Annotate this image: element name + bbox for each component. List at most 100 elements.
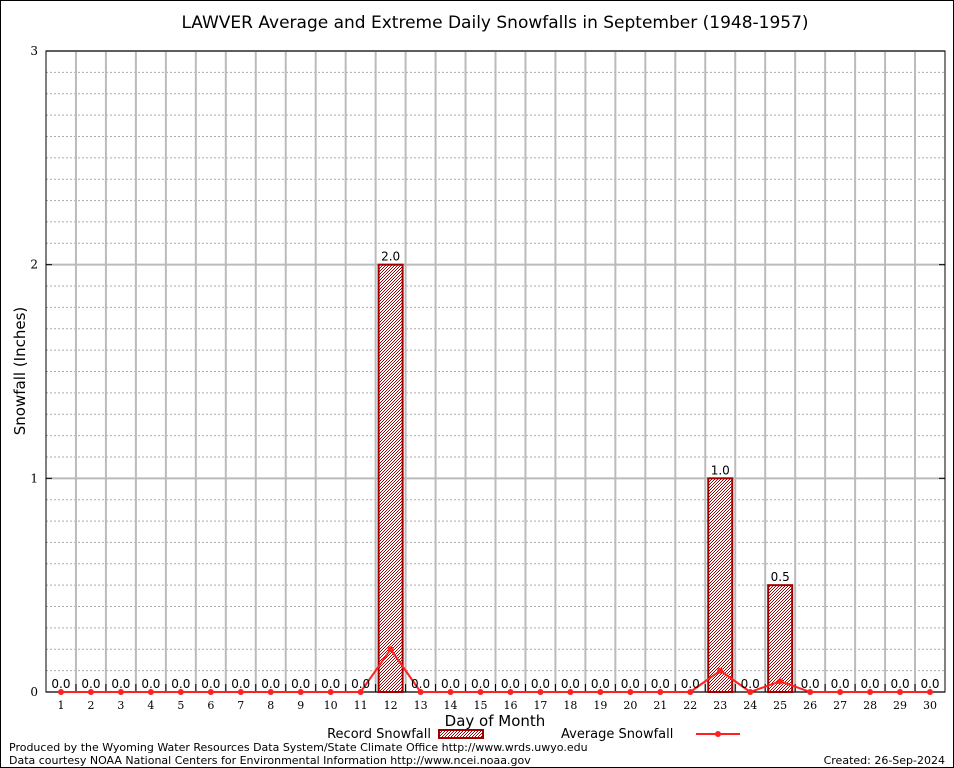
average-point [387,646,394,653]
bar-value-label: 0.0 [141,677,160,691]
x-tick-label: 7 [237,699,244,712]
chart-title: LAWVER Average and Extreme Daily Snowfal… [181,13,808,33]
average-point [477,689,484,695]
x-tick-label: 14 [444,699,458,712]
x-tick-label: 2 [87,699,94,712]
x-tick-label: 16 [503,699,517,712]
x-axis-label: Day of Month [445,712,546,730]
footer-courtesy: Data courtesy NOAA National Centers for … [9,754,531,767]
y-axis-label: Snowfall (Inches) [11,307,29,435]
average-point [777,678,784,685]
x-tick-label: 24 [743,699,757,712]
x-tick-label: 13 [414,699,428,712]
bar-value-label: 0.0 [201,677,220,691]
average-point [297,689,304,695]
average-point [177,689,184,695]
x-tick-label: 15 [474,699,488,712]
footer-produced: Produced by the Wyoming Water Resources … [9,741,588,754]
y-tick-label: 0 [30,685,38,699]
average-point [867,689,874,695]
x-tick-label: 4 [147,699,154,712]
bar-value-label: 0.0 [51,677,70,691]
x-tick-label: 18 [563,699,577,712]
x-tick-label: 29 [893,699,907,712]
average-point [567,689,574,695]
record-bar [707,477,734,694]
x-tick-label: 9 [297,699,304,712]
average-point [447,689,454,695]
x-tick-label: 19 [593,699,607,712]
bar-value-label: 0.0 [231,677,250,691]
x-tick-label: 11 [354,699,368,712]
x-tick-label: 21 [653,699,667,712]
bar-value-label: 0.0 [920,677,939,691]
average-point [807,689,814,695]
bar-value-label: 0.0 [861,677,880,691]
y-tick-label: 1 [30,471,38,485]
x-tick-label: 27 [833,699,847,712]
legend-average-label: Average Snowfall [561,727,673,742]
x-tick-label: 3 [117,699,124,712]
average-point [717,667,724,674]
bar-value-label: 1.0 [711,463,730,477]
x-tick-label: 1 [57,699,64,712]
average-point [357,689,364,695]
x-tick-label: 12 [384,699,398,712]
average-point [927,689,934,695]
average-point [237,689,244,695]
average-point [87,689,94,695]
x-tick-label: 25 [773,699,787,712]
bar-value-label: 0.0 [351,677,370,691]
bar-value-label: 0.0 [591,677,610,691]
x-tick-label: 5 [177,699,184,712]
bar-value-label: 2.0 [381,250,400,264]
average-point [747,689,754,695]
average-point [597,689,604,695]
bar-value-label: 0.0 [291,677,310,691]
record-bar [377,263,404,693]
average-point [837,689,844,695]
average-point [267,689,274,695]
average-line [60,647,931,694]
bar-value-label: 0.5 [771,570,790,584]
bar-value-label: 0.0 [621,677,640,691]
footer-created: Created: 26-Sep-2024 [823,754,945,767]
legend-average-marker [715,731,721,737]
bar-value-label: 0.0 [531,677,550,691]
average-point [57,689,64,695]
average-point [147,689,154,695]
bar-value-label: 0.0 [321,677,340,691]
bar-value-label: 0.0 [801,677,820,691]
bar-value-label: 0.0 [741,677,760,691]
bar-value-label: 0.0 [261,677,280,691]
legend-record-swatch [438,729,484,739]
y-tick-label: 3 [30,44,38,58]
average-point [327,689,334,695]
bar-value-label: 0.0 [81,677,100,691]
x-tick-label: 10 [324,699,338,712]
x-tick-label: 8 [267,699,274,712]
bar-value-label: 0.0 [561,677,580,691]
average-point [117,689,124,695]
x-tick-label: 22 [683,699,697,712]
bar-value-label: 0.0 [681,677,700,691]
average-point [657,689,664,695]
average-point [897,689,904,695]
bar-value-label: 0.0 [831,677,850,691]
bar-value-label: 0.0 [441,677,460,691]
x-tick-label: 20 [623,699,637,712]
y-tick-label: 2 [30,258,38,272]
bar-value-label: 0.0 [501,677,520,691]
bar-value-label: 0.0 [111,677,130,691]
average-point [507,689,514,695]
x-tick-label: 23 [713,699,727,712]
average-point [207,689,214,695]
bar-value-label: 0.0 [471,677,490,691]
x-tick-label: 6 [207,699,214,712]
bar-value-label: 0.0 [411,677,430,691]
average-point [687,689,694,695]
average-point [537,689,544,695]
bar-value-label: 0.0 [171,677,190,691]
